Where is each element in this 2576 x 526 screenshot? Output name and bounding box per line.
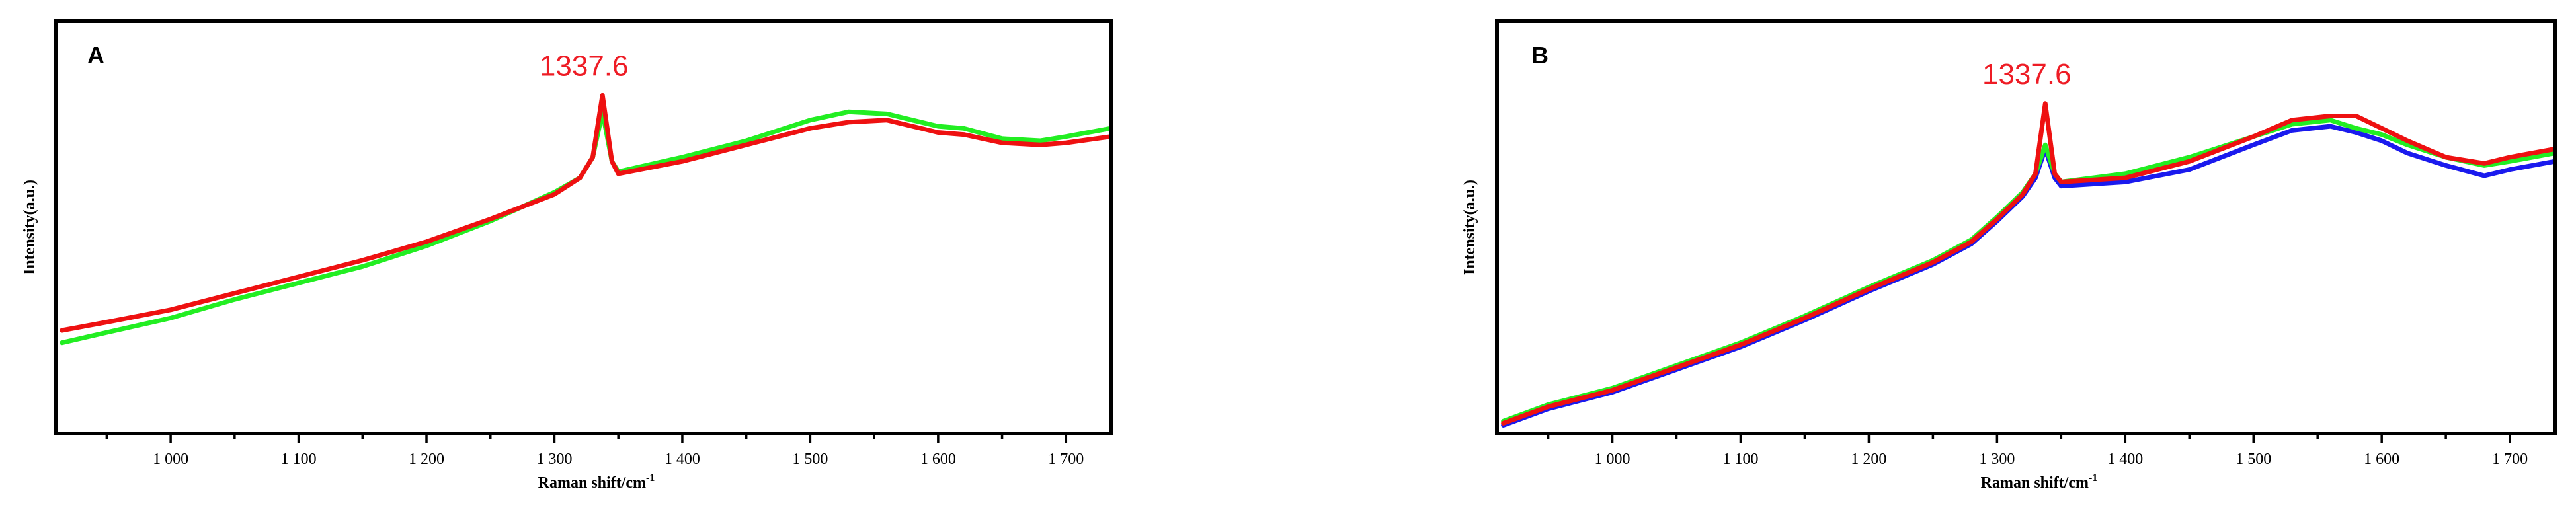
x-tick-label: 1 600	[2364, 451, 2399, 468]
panel-label: A	[87, 42, 104, 69]
panel-a-chart: 1 000 1 100 1 200 1 300 1 400 1 500 1 600 1 700…	[21, 19, 1113, 492]
x-axis-label: Raman shift/cm-1	[1981, 472, 2098, 492]
x-tick-label: 1 600	[920, 451, 956, 468]
x-tick-label: 1 500	[2235, 451, 2271, 468]
x-tick-label: 1 000	[153, 451, 188, 468]
x-tick-label: 1 700	[1048, 451, 1084, 468]
series-line	[60, 93, 1113, 333]
peak-annotation: 1337.6	[540, 50, 629, 82]
x-tick-label: 1 300	[536, 451, 572, 468]
x-tick-label: 1 200	[409, 451, 444, 468]
series-line	[1501, 101, 2557, 426]
plot-frame	[1495, 19, 2557, 435]
plot-frame	[54, 19, 1113, 435]
panel-label: B	[1531, 42, 1549, 69]
x-tick-label: 1 200	[1851, 451, 1886, 468]
series-line	[1501, 124, 2557, 428]
y-axis-label: Intensity(a.u.)	[21, 180, 38, 275]
x-tick-label: 1 100	[281, 451, 317, 468]
panel-b-chart: 1 000 1 100 1 200 1 300 1 400 1 500 1 600 1 700…	[1461, 19, 2557, 492]
x-tick-label: 1 700	[2492, 451, 2528, 468]
y-axis-label: Intensity(a.u.)	[1461, 180, 1478, 275]
x-tick-label: 1 500	[792, 451, 828, 468]
series-line	[60, 109, 1113, 346]
x-axis-label: Raman shift/cm-1	[538, 472, 655, 492]
x-tick-label: 1 300	[1979, 451, 2015, 468]
x-tick-label: 1 100	[1722, 451, 1758, 468]
x-tick-label: 1 400	[2107, 451, 2143, 468]
x-tick-label: 1 000	[1595, 451, 1630, 468]
peak-annotation: 1337.6	[1982, 58, 2072, 91]
x-tick-label: 1 400	[664, 451, 700, 468]
